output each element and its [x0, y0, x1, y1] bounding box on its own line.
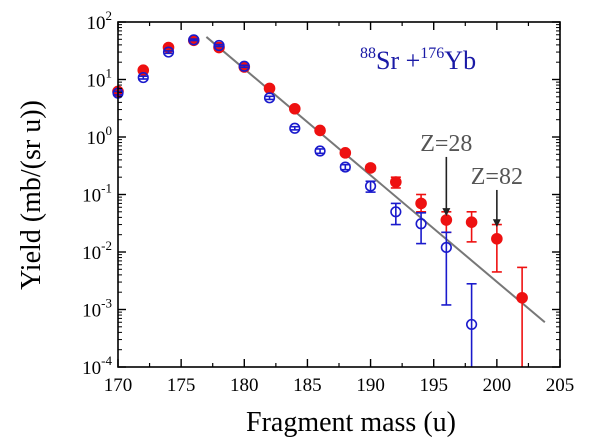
- y-tick-exponent: -2: [101, 238, 112, 253]
- reaction-mass-1: 88: [360, 45, 376, 62]
- y-tick-exponent: 2: [106, 8, 113, 23]
- y-tick-exponent: 0: [106, 123, 113, 138]
- x-tick-label: 175: [167, 375, 196, 396]
- y-tick-base: 10: [82, 243, 101, 264]
- data-point: [364, 180, 377, 192]
- data-point: [390, 206, 402, 218]
- annotation-label: Z=28: [420, 131, 472, 157]
- data-point: [263, 82, 276, 95]
- data-point: [188, 34, 200, 46]
- axis-ticks: 170 175 180 185 190 195 200 20510210110010-110-…: [82, 8, 574, 396]
- data-point: [314, 145, 326, 157]
- x-tick-label: 200: [483, 375, 512, 396]
- x-tick-label: 195: [419, 375, 448, 396]
- x-axis-title: Fragment mass (u): [246, 407, 456, 438]
- data-point: [390, 176, 402, 188]
- y-tick-exponent: -4: [101, 353, 112, 368]
- data-point: [415, 218, 427, 230]
- reaction-label: 88Sr +176Yb: [360, 45, 476, 75]
- data-point: [213, 39, 225, 52]
- series-2: [112, 34, 478, 367]
- data-point: [289, 122, 301, 134]
- data-point: [491, 232, 503, 245]
- y-tick-base: 10: [87, 71, 106, 92]
- data-point: [364, 162, 377, 174]
- y-tick-label: 10-3: [82, 296, 112, 322]
- data-point: [465, 216, 478, 228]
- y-tick-label: 102: [87, 8, 113, 34]
- data-point: [162, 46, 175, 58]
- data-point: [516, 291, 528, 304]
- y-tick-base: 10: [87, 128, 106, 149]
- y-tick-base: 10: [87, 13, 106, 34]
- annotation-arrow-head: [492, 219, 501, 228]
- x-tick-label: 180: [230, 375, 259, 396]
- x-tick-label: 205: [546, 375, 575, 396]
- x-tick-label: 185: [293, 375, 322, 396]
- annotation-arrow-head: [442, 208, 451, 217]
- y-tick-base: 10: [82, 186, 101, 207]
- y-tick-exponent: -1: [101, 181, 112, 196]
- y-tick-base: 10: [82, 301, 101, 322]
- y-tick-base: 10: [82, 358, 101, 379]
- data-point: [440, 214, 453, 226]
- data-point: [263, 92, 276, 104]
- y-tick-exponent: 1: [106, 66, 113, 81]
- data-point: [314, 124, 326, 137]
- reaction-element-1: Sr: [376, 46, 399, 75]
- y-tick-label: 100: [87, 123, 113, 149]
- data-point: [238, 60, 250, 72]
- y-tick-exponent: -3: [101, 296, 112, 311]
- annotation-layer: Z=28 Z=82: [420, 131, 523, 228]
- y-tick-label: 101: [87, 66, 113, 92]
- data-point: [415, 197, 427, 210]
- data-point: [339, 161, 351, 173]
- y-tick-label: 10-2: [82, 238, 112, 264]
- x-tick-label: 190: [356, 375, 385, 396]
- data-point: [339, 147, 352, 159]
- x-tick-label: 170: [104, 375, 133, 396]
- fit-line-layer: [205, 36, 546, 324]
- data-layer: [112, 34, 528, 367]
- reaction-plus: +: [399, 46, 420, 75]
- y-tick-label: 10-1: [82, 181, 112, 207]
- data-point: [466, 318, 478, 331]
- annotation-label: Z=82: [471, 164, 523, 190]
- data-point: [440, 241, 452, 254]
- data-point: [137, 71, 149, 84]
- reaction-element-2: Yb: [444, 46, 476, 75]
- y-tick-label: 10-4: [82, 353, 112, 379]
- y-axis-title: Yield (mb/(sr u)): [16, 100, 47, 290]
- data-point: [289, 102, 301, 115]
- reaction-mass-2: 176: [420, 45, 444, 62]
- fit-line: [205, 36, 546, 324]
